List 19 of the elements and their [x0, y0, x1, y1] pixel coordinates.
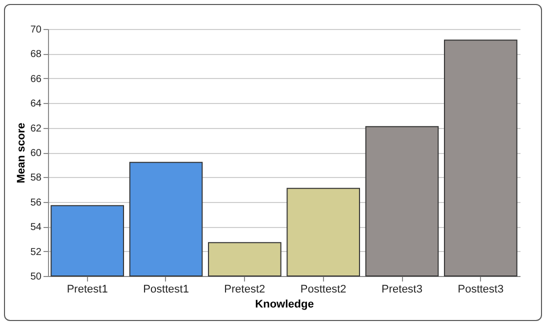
- y-tick-label: 56: [30, 197, 42, 208]
- y-tick-label: 62: [30, 123, 42, 134]
- y-tick-label: 66: [30, 74, 42, 85]
- y-tick-label: 60: [30, 148, 42, 159]
- y-tick-label: 50: [30, 272, 42, 282]
- y-tick-label: 54: [30, 222, 42, 234]
- y-tick-label: 52: [30, 246, 42, 258]
- x-tick-label: Pretest3: [382, 284, 422, 296]
- x-tick-label: Posttest2: [300, 284, 346, 296]
- x-tick-label: Posttest3: [458, 284, 504, 296]
- y-axis-title: Mean score: [15, 122, 28, 184]
- y-tick-label: 70: [30, 24, 42, 36]
- x-tick-label: Pretest1: [66, 284, 108, 296]
- y-tick-label: 58: [30, 172, 42, 184]
- x-tick-label: Posttest1: [143, 284, 189, 296]
- x-axis-title: Knowledge: [255, 298, 314, 310]
- y-tick-label: 64: [30, 98, 42, 110]
- x-tick-label: Pretest2: [224, 284, 266, 296]
- y-tick-label: 68: [30, 49, 42, 60]
